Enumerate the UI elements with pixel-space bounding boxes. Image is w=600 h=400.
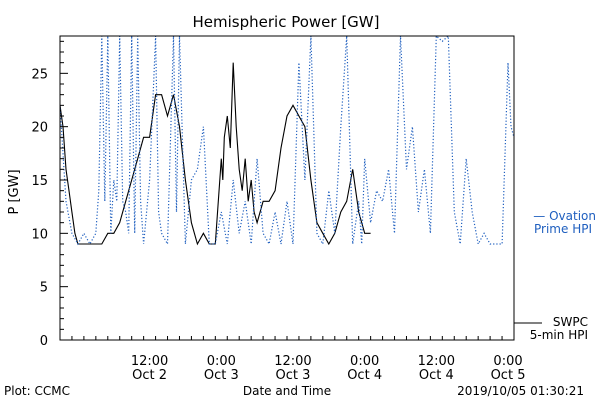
x-tick-date: Oct 2	[132, 368, 167, 383]
footer-left: Plot: CCMC	[4, 384, 70, 398]
y-tick-label: 0	[40, 334, 48, 349]
series-layer	[60, 36, 514, 247]
legend-ovation-line2: Prime HPI	[534, 222, 592, 236]
chart-title: Hemispheric Power [GW]	[193, 13, 380, 31]
x-tick-date: Oct 3	[204, 368, 239, 383]
series-swpc-line	[60, 62, 371, 246]
x-tick-time: 0:00	[350, 354, 379, 369]
series-ovation-line	[60, 36, 514, 247]
x-tick-time: 12:00	[274, 354, 311, 369]
x-axis-label: Date and Time	[243, 384, 331, 398]
y-tick-label: 25	[31, 67, 48, 82]
y-tick-label: 20	[31, 121, 48, 136]
footer-right: 2019/10/05 01:30:21	[457, 384, 584, 398]
legend-ovation-line1: — Ovation	[533, 209, 596, 223]
x-tick-date: Oct 4	[347, 368, 382, 383]
legend-swpc-line1: SWPC	[553, 315, 588, 329]
x-tick-time: 12:00	[418, 354, 455, 369]
x-tick-date: Oct 4	[419, 368, 454, 383]
y-axis-label: P [GW]	[7, 169, 22, 214]
plot-frame	[59, 35, 515, 341]
x-tick-date: Oct 3	[276, 368, 311, 383]
x-tick-time: 0:00	[207, 354, 236, 369]
y-tick-label: 15	[31, 174, 48, 189]
x-tick-date: Oct 5	[491, 368, 526, 383]
legend-swpc-line2: 5-min HPI	[530, 328, 588, 342]
y-tick-label: 10	[31, 227, 48, 242]
x-tick-time: 12:00	[131, 354, 168, 369]
y-tick-label: 5	[40, 281, 48, 296]
x-tick-time: 0:00	[493, 354, 522, 369]
